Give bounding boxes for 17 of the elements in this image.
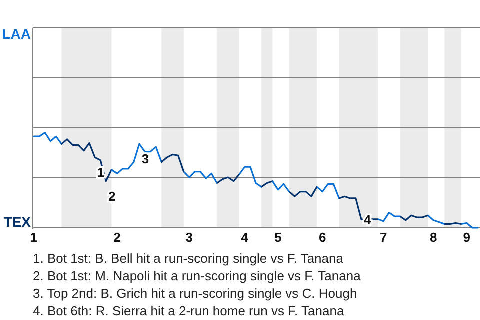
x-tick-label: 9 bbox=[463, 230, 471, 245]
annotation: 2 bbox=[108, 188, 116, 204]
text: 1. Bot 1st: B. Bell hit a run-scoring single vs F. Tanana bbox=[33, 251, 344, 266]
text: 2. Bot 1st: M. Napoli hit a run-scoring single vs F. Tanana bbox=[33, 268, 362, 284]
text: 3. Top 2nd: B. Grich hit a run-scoring single vs C. Hough bbox=[33, 286, 358, 301]
annotation: 3 bbox=[142, 152, 150, 167]
x-tick-label: 3 bbox=[186, 230, 194, 245]
x-tick-label: 6 bbox=[318, 230, 326, 245]
x-tick-label: 1 bbox=[30, 230, 38, 245]
x-tick-label: 7 bbox=[380, 230, 388, 245]
x-tick-label: 2 bbox=[114, 230, 121, 245]
x-tick-label: 4 bbox=[241, 230, 250, 245]
text: LAA bbox=[2, 26, 31, 42]
text: TEX bbox=[4, 214, 32, 230]
x-tick-label: 5 bbox=[274, 230, 282, 245]
text: 4. Bot 6th: R. Sierra hit a 2-run home run vs F. Tanana bbox=[33, 304, 345, 318]
x-tick-label: 8 bbox=[430, 230, 438, 245]
